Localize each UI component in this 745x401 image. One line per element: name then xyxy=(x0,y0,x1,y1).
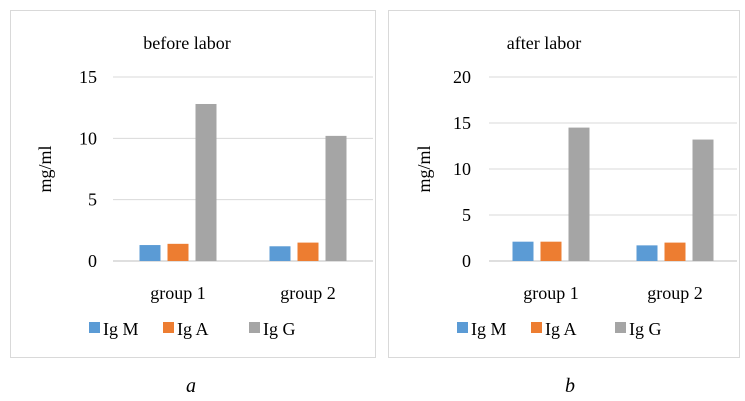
y-tick-label: 20 xyxy=(453,67,471,87)
legend-swatch xyxy=(163,322,174,333)
legend-label: Ig A xyxy=(177,319,209,339)
bar-igm-group-2 xyxy=(636,245,658,261)
y-tick-label: 5 xyxy=(462,205,471,225)
bar-igg-group-2 xyxy=(325,135,347,261)
bar-iga-group-2 xyxy=(664,242,686,261)
bar-igm-group-1 xyxy=(512,241,534,261)
legend-swatch xyxy=(89,322,100,333)
bar-iga-group-1 xyxy=(540,241,562,261)
y-tick-label: 15 xyxy=(79,67,97,87)
x-category-label: group 2 xyxy=(647,283,703,303)
panel-caption-a: a xyxy=(186,375,196,397)
bar-chart-after-labor: after labor 0 5 10 15 20 mg/ml group 1 group 2 Ig… xyxy=(414,33,737,339)
legend-label: Ig A xyxy=(545,319,577,339)
y-tick-label: 0 xyxy=(88,251,97,271)
bar-igm-group-2 xyxy=(269,246,291,261)
y-tick-label: 10 xyxy=(79,128,97,148)
y-tick-label: 5 xyxy=(88,190,97,210)
x-category-label: group 1 xyxy=(150,283,206,303)
bar-chart-before-labor: before labor 0 5 10 15 mg/ml group 1 group 2 Ig … xyxy=(35,33,373,339)
y-tick-label: 15 xyxy=(453,113,471,133)
legend-swatch xyxy=(457,322,468,333)
y-tick-label: 10 xyxy=(453,159,471,179)
legend-label: Ig G xyxy=(629,319,662,339)
x-category-label: group 2 xyxy=(280,283,336,303)
legend-swatch xyxy=(249,322,260,333)
chart-panel-after-labor: after labor 0 5 10 15 20 mg/ml group 1 group 2 Ig… xyxy=(388,10,740,358)
bar-igm-group-1 xyxy=(139,245,161,261)
bar-iga-group-1 xyxy=(167,243,189,261)
chart-title: before labor xyxy=(143,33,230,53)
chart-panel-before-labor: before labor 0 5 10 15 mg/ml group 1 group 2 Ig … xyxy=(10,10,376,358)
legend-label: Ig M xyxy=(471,319,507,339)
y-axis-label: mg/ml xyxy=(35,145,55,192)
bar-iga-group-2 xyxy=(297,242,319,261)
legend-swatch xyxy=(531,322,542,333)
panel-caption-b: b xyxy=(565,375,575,397)
legend-label: Ig G xyxy=(263,319,296,339)
x-category-label: group 1 xyxy=(523,283,579,303)
chart-title: after labor xyxy=(507,33,581,53)
bar-igg-group-2 xyxy=(692,139,714,261)
legend-swatch xyxy=(615,322,626,333)
bar-igg-group-1 xyxy=(568,127,590,261)
y-axis-label: mg/ml xyxy=(414,145,434,192)
legend-label: Ig M xyxy=(103,319,139,339)
bar-igg-group-1 xyxy=(195,103,217,261)
y-tick-label: 0 xyxy=(462,251,471,271)
